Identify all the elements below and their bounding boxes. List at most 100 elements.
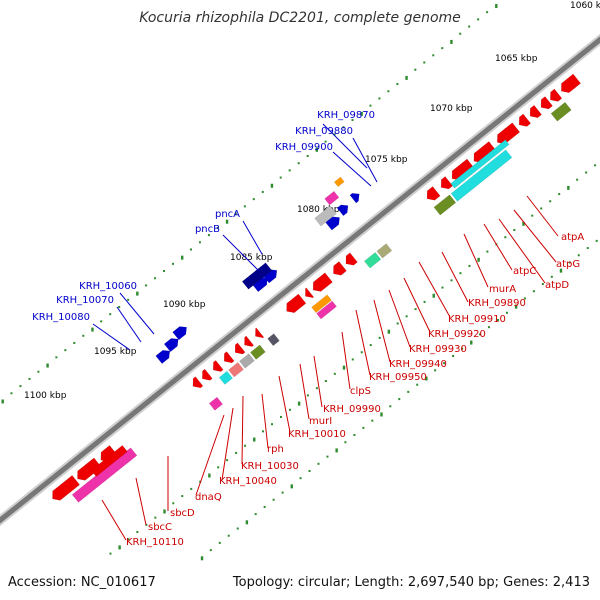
callout-line-pncA (242, 220, 263, 255)
backbone-line (0, 36, 600, 524)
tick-mark (496, 318, 499, 321)
tick-mark (550, 275, 553, 278)
scale-label-1095-kbp: 1095 kbp (94, 347, 137, 357)
callout-line-KRH_10030 (241, 395, 244, 465)
gene-block (202, 368, 213, 381)
gene-block (212, 359, 224, 372)
gene-label-sbcD: sbcD (170, 508, 195, 519)
tick-mark (297, 162, 300, 165)
tick-mark (252, 198, 255, 201)
tick-mark (477, 257, 480, 262)
tick-mark (405, 75, 408, 80)
tick-mark (217, 466, 220, 469)
gene-block (450, 149, 513, 202)
tick-mark (568, 261, 571, 264)
gene-block (529, 104, 542, 118)
tick-mark (532, 290, 535, 293)
tick-mark (254, 513, 257, 516)
callout-line-KRH_09900 (332, 151, 372, 187)
tick-mark (432, 293, 435, 298)
tick-mark (118, 306, 121, 309)
tick-mark (308, 469, 311, 472)
gene-block (223, 351, 235, 364)
genome-backbone (0, 33, 600, 527)
gene-label-pncB: pncB (195, 224, 220, 235)
tick-mark (504, 236, 507, 239)
scale-ticks (1, 3, 598, 561)
gene-label-KRH_09990: KRH_09990 (323, 404, 381, 415)
tick-mark (495, 3, 498, 8)
tick-mark (297, 401, 301, 406)
tick-mark (324, 380, 327, 383)
tick-mark (37, 370, 40, 373)
scale-label-1060-kbp: 1060 kbp (570, 1, 600, 11)
callout-line-KRH_10040 (221, 407, 234, 481)
gene-block (363, 252, 382, 269)
gene-block (155, 349, 171, 365)
tick-mark (172, 502, 175, 505)
tick-mark (236, 527, 239, 530)
gene-block (540, 96, 553, 110)
tick-mark (389, 405, 392, 408)
tick-mark (46, 363, 49, 368)
tick-mark (443, 362, 446, 365)
scale-label-1065-kbp: 1065 kbp (495, 54, 538, 64)
gene-features (52, 73, 581, 503)
gene-label-KRH_10080: KRH_10080 (32, 312, 90, 323)
gene-block (234, 342, 246, 355)
tick-mark (198, 241, 201, 244)
tick-mark (344, 441, 347, 444)
tick-mark (432, 54, 435, 57)
tick-mark (64, 349, 67, 352)
gene-block (305, 287, 315, 299)
gene-label-murI: murI (309, 416, 332, 427)
tick-mark (118, 545, 121, 550)
gene-block (518, 113, 532, 127)
tick-mark (468, 264, 471, 267)
tick-mark (271, 423, 274, 426)
gene-block (267, 333, 280, 347)
scale-label-1085-kbp: 1085 kbp (230, 253, 273, 263)
callout-line-KRH_09990 (313, 355, 323, 408)
gene-block (450, 139, 510, 189)
tick-mark (387, 329, 391, 334)
tick-mark (324, 140, 327, 143)
gene-block (497, 122, 521, 145)
callout-line-atpA (526, 195, 559, 237)
tick-mark (523, 297, 526, 300)
tick-mark (145, 284, 148, 287)
tick-mark (82, 334, 85, 337)
gene-label-KRH_09870: KRH_09870 (317, 110, 375, 121)
accession-text: Accession: NC_010617 (8, 575, 156, 590)
gene-block (228, 362, 244, 378)
callout-line-pncB (222, 234, 259, 271)
callout-line-murI (299, 363, 310, 420)
tick-mark (477, 18, 480, 21)
gene-labels: KRH_09870 KRH_09880 KRH_09900 pncA pncB KRH_1… (32, 110, 584, 548)
tick-mark (486, 11, 489, 14)
tick-mark (479, 333, 482, 336)
tick-mark (315, 387, 318, 390)
gene-block (312, 272, 333, 292)
tick-mark (595, 239, 598, 242)
tick-mark (405, 315, 408, 318)
tick-mark (586, 247, 589, 250)
tick-mark (227, 534, 230, 537)
scale-label-1070-kbp: 1070 kbp (430, 104, 473, 114)
tick-mark (245, 520, 249, 525)
gene-block (163, 338, 179, 353)
scale-label-1080-kbp: 1080 kbp (297, 205, 340, 215)
tick-mark (576, 178, 579, 181)
gene-label-KRH_10010: KRH_10010 (288, 429, 346, 440)
tick-mark (218, 541, 221, 544)
gene-block (241, 262, 273, 290)
tick-mark (261, 190, 264, 193)
tick-mark (180, 255, 184, 260)
tick-mark (558, 193, 561, 196)
callout-line-KRH_09890 (441, 251, 469, 303)
tick-mark (577, 254, 580, 257)
tick-mark (594, 164, 597, 167)
gene-block (550, 88, 563, 102)
tick-mark (163, 270, 166, 273)
gene-block (316, 300, 337, 320)
